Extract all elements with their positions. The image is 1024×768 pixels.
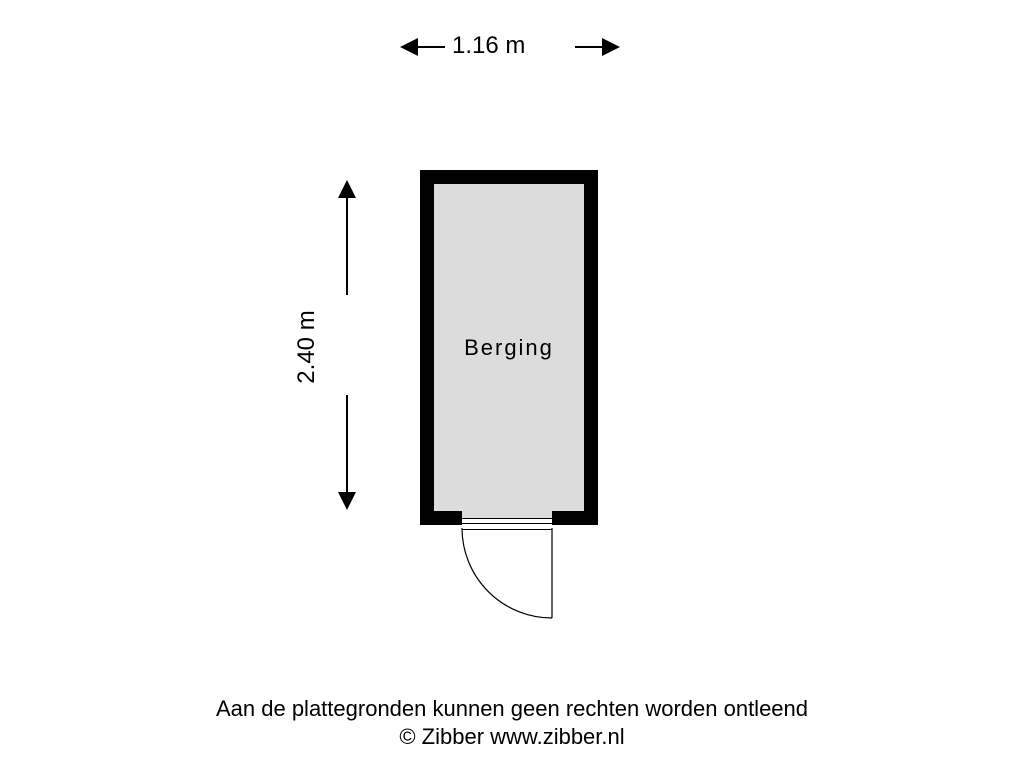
- floorplan-canvas: 1.16 m 2.40 m Berging Aan de plattegrond…: [0, 0, 1024, 768]
- disclaimer-text: Aan de plattegronden kunnen geen rechten…: [0, 696, 1024, 722]
- door-swing: [0, 0, 1024, 768]
- copyright-text: © Zibber www.zibber.nl: [0, 724, 1024, 750]
